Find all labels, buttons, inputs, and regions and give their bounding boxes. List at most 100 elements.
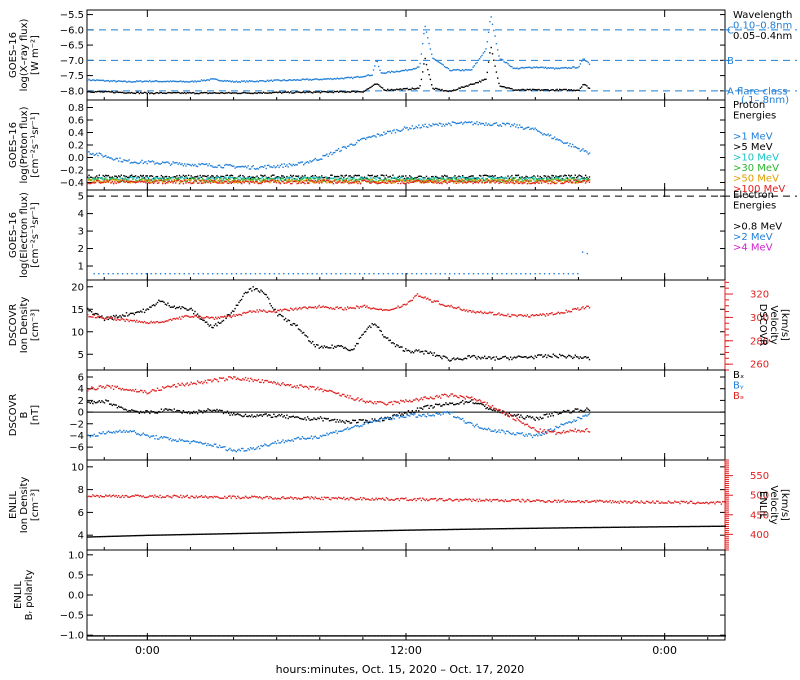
data-point [106, 178, 108, 180]
data-point [424, 350, 426, 352]
data-point [560, 355, 562, 357]
data-point [458, 69, 460, 71]
data-point [118, 430, 120, 433]
data-point [328, 91, 331, 93]
data-point [290, 416, 292, 418]
data-point [535, 66, 538, 68]
data-point [136, 91, 138, 93]
data-point [556, 312, 558, 314]
data-point [116, 318, 119, 320]
data-point [359, 182, 362, 184]
data-point [458, 358, 460, 360]
data-point [215, 316, 217, 319]
data-point [237, 413, 239, 415]
data-point [167, 302, 169, 304]
data-point [490, 181, 492, 184]
data-point [163, 321, 165, 323]
data-point [275, 442, 278, 445]
data-point [260, 174, 262, 176]
data-point [319, 181, 322, 183]
data-point [380, 134, 382, 136]
data-point [96, 91, 98, 93]
data-point [109, 179, 111, 181]
data-point [293, 92, 296, 94]
data-point [326, 182, 328, 184]
data-point [142, 92, 144, 94]
data-point [478, 403, 481, 405]
data-point [427, 178, 429, 181]
data-point [204, 316, 207, 319]
data-point [390, 180, 393, 182]
data-point [344, 91, 346, 93]
data-point [209, 444, 212, 446]
data-point [107, 179, 110, 182]
data-point [522, 182, 525, 184]
data-point [207, 174, 209, 177]
data-point [303, 177, 305, 180]
data-point [542, 134, 544, 136]
data-point [490, 16, 492, 18]
data-point [445, 123, 447, 125]
data-point [437, 355, 439, 357]
data-point [458, 87, 460, 89]
data-point [215, 181, 217, 183]
data-point [491, 178, 494, 181]
data-point [473, 181, 476, 183]
data-point [363, 304, 366, 306]
data-point [401, 69, 403, 72]
data-point [288, 416, 291, 418]
data-point [191, 412, 194, 414]
data-point [440, 182, 442, 184]
data-point [431, 352, 433, 354]
data-point [400, 182, 402, 185]
data-point [367, 180, 369, 182]
data-point [387, 416, 389, 419]
data-point [193, 91, 195, 94]
data-point [88, 310, 90, 312]
data-point [136, 410, 138, 413]
data-point [419, 181, 421, 184]
data-point [449, 181, 451, 183]
data-point [361, 91, 363, 93]
data-point [188, 273, 190, 275]
data-point [128, 92, 130, 94]
data-point [412, 181, 415, 183]
data-point [271, 80, 274, 82]
data-point [221, 320, 223, 323]
data-point [337, 421, 340, 423]
data-point [469, 175, 472, 178]
data-point [387, 180, 389, 182]
data-point [548, 178, 551, 180]
data-point [203, 319, 205, 322]
data-point [103, 178, 106, 180]
data-point [397, 71, 399, 73]
data-point [150, 182, 152, 184]
data-point [440, 89, 442, 92]
data-point [562, 88, 565, 91]
data-point [412, 88, 415, 90]
data-point [123, 159, 125, 161]
data-point [547, 89, 549, 91]
data-point [447, 122, 450, 124]
data-point [300, 330, 302, 332]
data-point [237, 182, 239, 184]
data-point [165, 304, 168, 306]
data-point [565, 411, 567, 413]
data-point [98, 180, 100, 183]
data-point [101, 315, 103, 317]
data-point [253, 415, 256, 417]
data-point [562, 142, 565, 145]
data-point [411, 350, 413, 353]
data-point [438, 179, 441, 182]
data-point [193, 165, 195, 167]
data-point [114, 318, 116, 320]
data-point [543, 414, 545, 416]
data-point [240, 314, 243, 316]
data-point [314, 91, 316, 93]
data-point [312, 160, 314, 162]
data-point [132, 312, 134, 314]
data-point [526, 66, 529, 69]
data-point [233, 449, 235, 451]
data-point [402, 88, 404, 90]
data-point [455, 178, 457, 181]
